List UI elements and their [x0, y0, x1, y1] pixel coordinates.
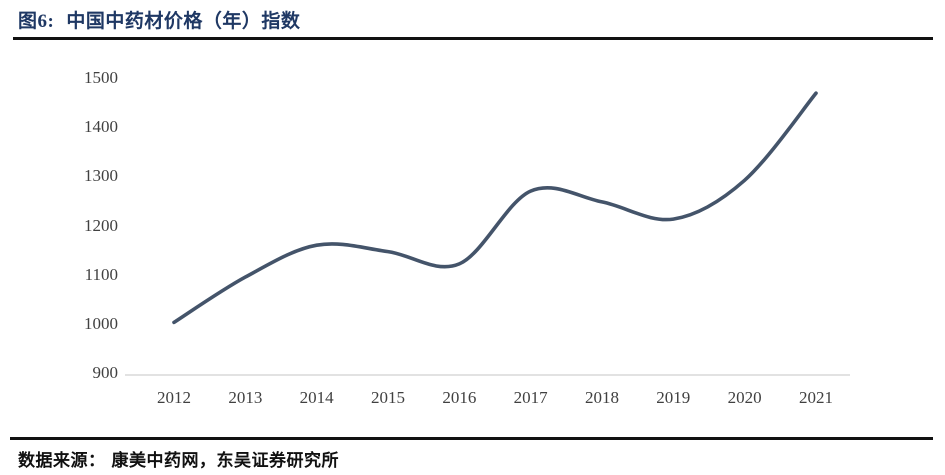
x-axis-tick-label: 2013	[228, 388, 263, 407]
footer-rule	[10, 437, 933, 440]
y-axis-tick-label: 1200	[84, 215, 118, 235]
x-axis-tick-label: 2017	[513, 388, 548, 407]
figure-number-label: 图6:	[18, 11, 55, 32]
x-axis-tick-label: 2014	[299, 388, 334, 407]
figure-title: 中国中药材价格（年）指数	[66, 11, 301, 32]
x-axis-tick-label: 2012	[157, 388, 191, 407]
y-axis-tick-label: 1400	[84, 117, 118, 137]
figure-footer: 数据来源： 康美中药网，东吴证券研究所	[18, 446, 339, 471]
header-rule	[13, 37, 933, 40]
y-axis-tick-label: 1300	[84, 166, 118, 186]
source-text: 康美中药网，东吴证券研究所	[111, 451, 339, 470]
x-axis-tick-label: 2020	[727, 388, 762, 407]
y-axis-tick-label: 1000	[84, 313, 118, 333]
price-index-curve	[172, 91, 818, 325]
x-axis-tick-label: 2019	[656, 388, 691, 407]
x-axis-tick-label: 2021	[798, 388, 833, 407]
x-axis-tick-label: 2015	[370, 388, 405, 407]
source-label: 数据来源：	[18, 451, 106, 470]
y-axis-tick-label: 900	[92, 363, 119, 382]
y-axis-tick-label: 1500	[84, 68, 118, 87]
x-axis-tick-label: 2018	[584, 388, 619, 407]
figure-header: 图6: 中国中药材价格（年）指数	[18, 6, 300, 33]
y-axis-tick-label: 1100	[84, 264, 118, 284]
x-axis-tick-label: 2016	[442, 388, 477, 407]
